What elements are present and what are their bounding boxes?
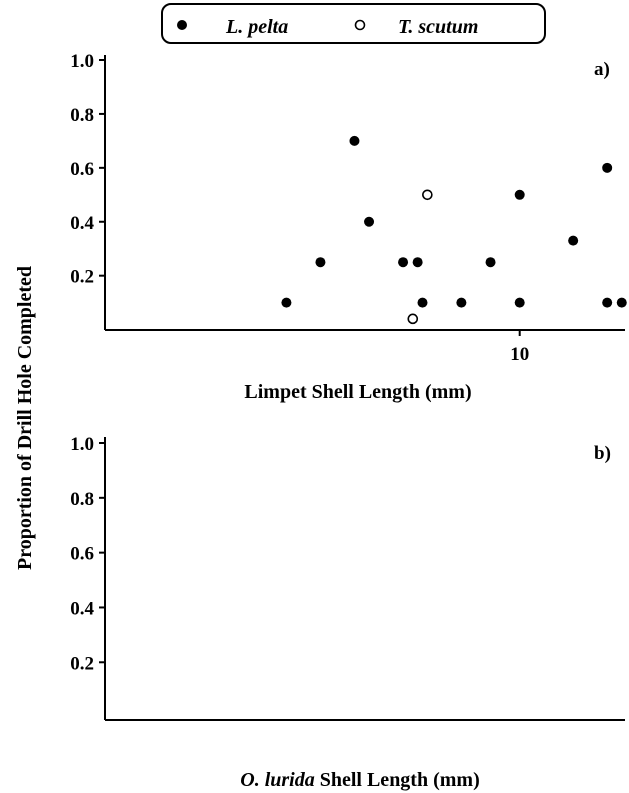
panel-a-y-tick-label: 0.2: [70, 267, 94, 288]
panel-a-point-l-pelta: [315, 257, 326, 268]
panel-a-point-l-pelta: [412, 257, 423, 268]
legend-marker-l-pelta: [177, 20, 187, 30]
panel-a-point-l-pelta: [398, 257, 409, 268]
panel-a-y-tick-label: 0.8: [70, 105, 94, 126]
panel-a-point-l-pelta: [602, 162, 613, 173]
panel-b-y-tick-label: 0.2: [70, 653, 94, 674]
panel-a-point-t-scutum: [407, 313, 419, 325]
panel-a-point-l-pelta: [456, 297, 467, 308]
panel-a-label: a): [594, 59, 610, 80]
panel-a-point-l-pelta: [616, 297, 627, 308]
y-axis-label: Proportion of Drill Hole Completed: [14, 266, 36, 570]
panel-a-y-tick-label: 0.4: [70, 213, 94, 234]
panel-a-x-tick-label: 10: [510, 344, 529, 365]
panel-a-x-axis-label: Limpet Shell Length (mm): [244, 381, 471, 403]
panel-b: b) 101520250.20.40.60.81.0 O. lurida She…: [70, 434, 625, 791]
panel-b-y-tick-label: 0.6: [70, 544, 94, 565]
legend: L. pelta T. scutum: [161, 3, 546, 44]
panel-a-point-l-pelta: [281, 297, 292, 308]
panel-a: a) 102030400.20.40.60.81.0 Limpet Shell …: [70, 51, 627, 403]
panel-a-point-t-scutum: [422, 189, 433, 201]
panel-b-y-tick-label: 0.4: [70, 598, 94, 619]
panel-a-point-l-pelta: [364, 216, 375, 227]
panel-a-y-tick-label: 0.6: [70, 159, 94, 180]
panel-b-x-axis-label: O. lurida Shell Length (mm): [240, 769, 479, 791]
panel-b-label: b): [594, 443, 611, 464]
panel-a-point-l-pelta: [568, 235, 579, 246]
panel-a-point-l-pelta: [514, 297, 525, 308]
panel-a-point-l-pelta: [349, 135, 360, 146]
panel-b-y-tick-label: 1.0: [70, 434, 94, 455]
panel-a-point-l-pelta: [514, 189, 525, 200]
panel-a-point-l-pelta: [485, 257, 496, 268]
legend-label-l-pelta: L. pelta: [225, 16, 288, 38]
legend-box: [161, 3, 546, 44]
panel-a-point-l-pelta: [417, 297, 428, 308]
legend-label-t-scutum: T. scutum: [398, 16, 478, 38]
panel-b-y-tick-label: 0.8: [70, 489, 94, 510]
legend-marker-t-scutum: [354, 19, 366, 31]
panel-a-y-tick-label: 1.0: [70, 51, 94, 72]
panel-a-point-l-pelta: [602, 297, 613, 308]
